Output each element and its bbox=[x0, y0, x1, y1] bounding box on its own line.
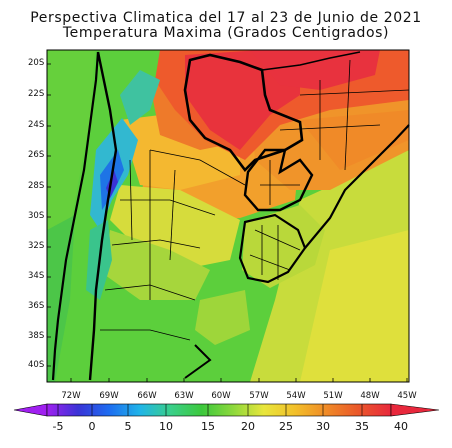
colorbar-label: 5 bbox=[124, 420, 132, 433]
colorbar-label: 25 bbox=[279, 420, 293, 433]
lon-tick-label: 51W bbox=[323, 391, 343, 401]
lat-tick-label: 22S bbox=[28, 89, 45, 99]
colorbar bbox=[13, 403, 440, 417]
temperature-field bbox=[47, 50, 409, 382]
lon-tick-label: 72W bbox=[61, 391, 81, 401]
chart-title-line2: Temperatura Maxima (Grados Centigrados) bbox=[62, 25, 390, 41]
axis-ticks bbox=[47, 63, 408, 382]
lat-tick-label: 34S bbox=[28, 271, 45, 281]
map-boundaries bbox=[51, 51, 410, 381]
colorbar-label: 10 bbox=[159, 420, 173, 433]
colorbar-label: -5 bbox=[52, 420, 64, 433]
lat-tick-label: 24S bbox=[28, 120, 45, 130]
chart-title-line1: Perspectiva Climatica del 17 al 23 de Ju… bbox=[30, 10, 422, 26]
lon-tick-label: 57W bbox=[249, 391, 269, 401]
plot-frame bbox=[46, 49, 410, 383]
lat-tick-label: 28S bbox=[28, 181, 45, 191]
lat-tick-label: 36S bbox=[28, 301, 45, 311]
lat-tick-label: 38S bbox=[28, 331, 45, 341]
lat-tick-label: 30S bbox=[28, 211, 45, 221]
colorbar-label: 20 bbox=[241, 420, 255, 433]
lon-tick-label: 48W bbox=[360, 391, 380, 401]
lon-tick-label: 63W bbox=[174, 391, 194, 401]
lon-tick-label: 60W bbox=[211, 391, 231, 401]
colorbar-label: 15 bbox=[201, 420, 215, 433]
lon-tick-label: 54W bbox=[286, 391, 306, 401]
colorbar-label: 0 bbox=[88, 420, 96, 433]
colorbar-label: 35 bbox=[355, 420, 369, 433]
lat-tick-label: 26S bbox=[28, 150, 45, 160]
lat-tick-label: 32S bbox=[28, 241, 45, 251]
colorbar-label: 30 bbox=[316, 420, 330, 433]
lon-tick-label: 45W bbox=[397, 391, 417, 401]
colorbar-label: 40 bbox=[394, 420, 408, 433]
lat-tick-label: 20S bbox=[28, 58, 45, 68]
lon-tick-label: 69W bbox=[99, 391, 119, 401]
lat-tick-label: 40S bbox=[28, 360, 45, 370]
lon-tick-label: 66W bbox=[137, 391, 157, 401]
